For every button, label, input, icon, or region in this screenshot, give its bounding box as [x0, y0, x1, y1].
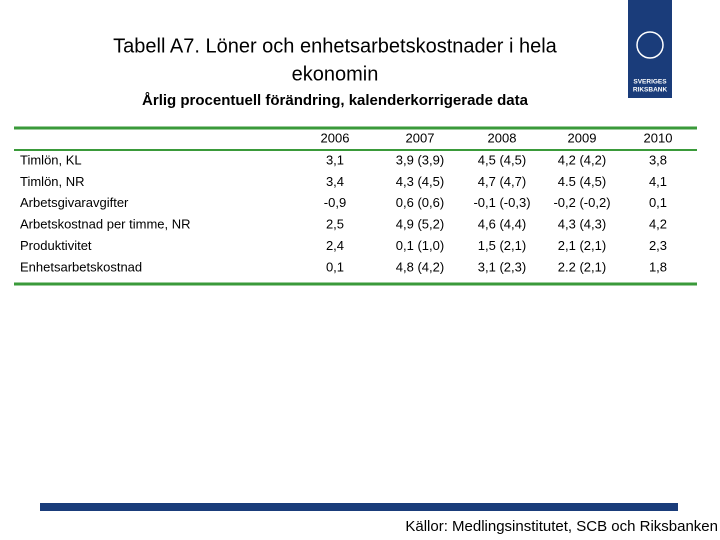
table-cell: -0,9 [324, 195, 346, 210]
table-cell: 1,5 (2,1) [478, 238, 526, 253]
table-cell: 4,3 (4,5) [396, 174, 444, 189]
table-cell: 0,1 [326, 259, 344, 274]
title: ekonomin [292, 63, 379, 85]
source: Källor: Medlingsinstitutet, SCB och Riks… [405, 518, 718, 535]
column-header: 2008 [488, 130, 517, 145]
row-label: Produktivitet [20, 238, 92, 253]
table-cell: 0,6 (0,6) [396, 195, 444, 210]
table-cell: 1,8 [649, 259, 667, 274]
row-label: Arbetskostnad per timme, NR [20, 217, 191, 232]
table-cell: 2,4 [326, 238, 344, 253]
table-cell: 0,1 (1,0) [396, 238, 444, 253]
footer-bar [40, 503, 678, 511]
logo-text: RIKSBANK [633, 87, 668, 94]
table-cell: 4,6 (4,4) [478, 217, 526, 232]
logo-text: SVERIGES [633, 79, 667, 86]
table-cell: 4,3 (4,3) [558, 217, 606, 232]
table-cell: 4,8 (4,2) [396, 259, 444, 274]
table-cell: 2,3 [649, 238, 667, 253]
table-cell: -0,2 (-0,2) [553, 195, 610, 210]
table-cell: 0,1 [649, 195, 667, 210]
table-cell: 4,2 (4,2) [558, 152, 606, 167]
subtitle: Årlig procentuell förändring, kalenderko… [142, 92, 529, 109]
column-header: 2007 [406, 130, 435, 145]
table-cell: 4,1 [649, 174, 667, 189]
row-label: Timlön, KL [20, 152, 82, 167]
table-cell: 4,7 (4,7) [478, 174, 526, 189]
row-label: Timlön, NR [20, 174, 85, 189]
table-cell: 3,4 [326, 174, 344, 189]
table-cell: 4.5 (4,5) [558, 174, 606, 189]
column-header: 2010 [644, 130, 673, 145]
logo-emblem [636, 31, 664, 59]
table-cell: -0,1 (-0,3) [473, 195, 530, 210]
row-label: Arbetsgivaravgifter [20, 195, 129, 210]
table-cell: 4,9 (5,2) [396, 217, 444, 232]
table-cell: 2,5 [326, 217, 344, 232]
column-header: 2009 [568, 130, 597, 145]
row-label: Enhetsarbetskostnad [20, 259, 142, 274]
table-cell: 2.2 (2,1) [558, 259, 606, 274]
column-header: 2006 [321, 130, 350, 145]
table-cell: 4,2 [649, 217, 667, 232]
table-cell: 3,9 (3,9) [396, 152, 444, 167]
table-cell: 4,5 (4,5) [478, 152, 526, 167]
table-cell: 3,1 [326, 152, 344, 167]
logo-background [628, 0, 672, 98]
table-cell: 2,1 (2,1) [558, 238, 606, 253]
title: Tabell A7. Löner och enhetsarbetskostnad… [113, 35, 558, 57]
table-cell: 3,8 [649, 152, 667, 167]
table-cell: 3,1 (2,3) [478, 259, 526, 274]
